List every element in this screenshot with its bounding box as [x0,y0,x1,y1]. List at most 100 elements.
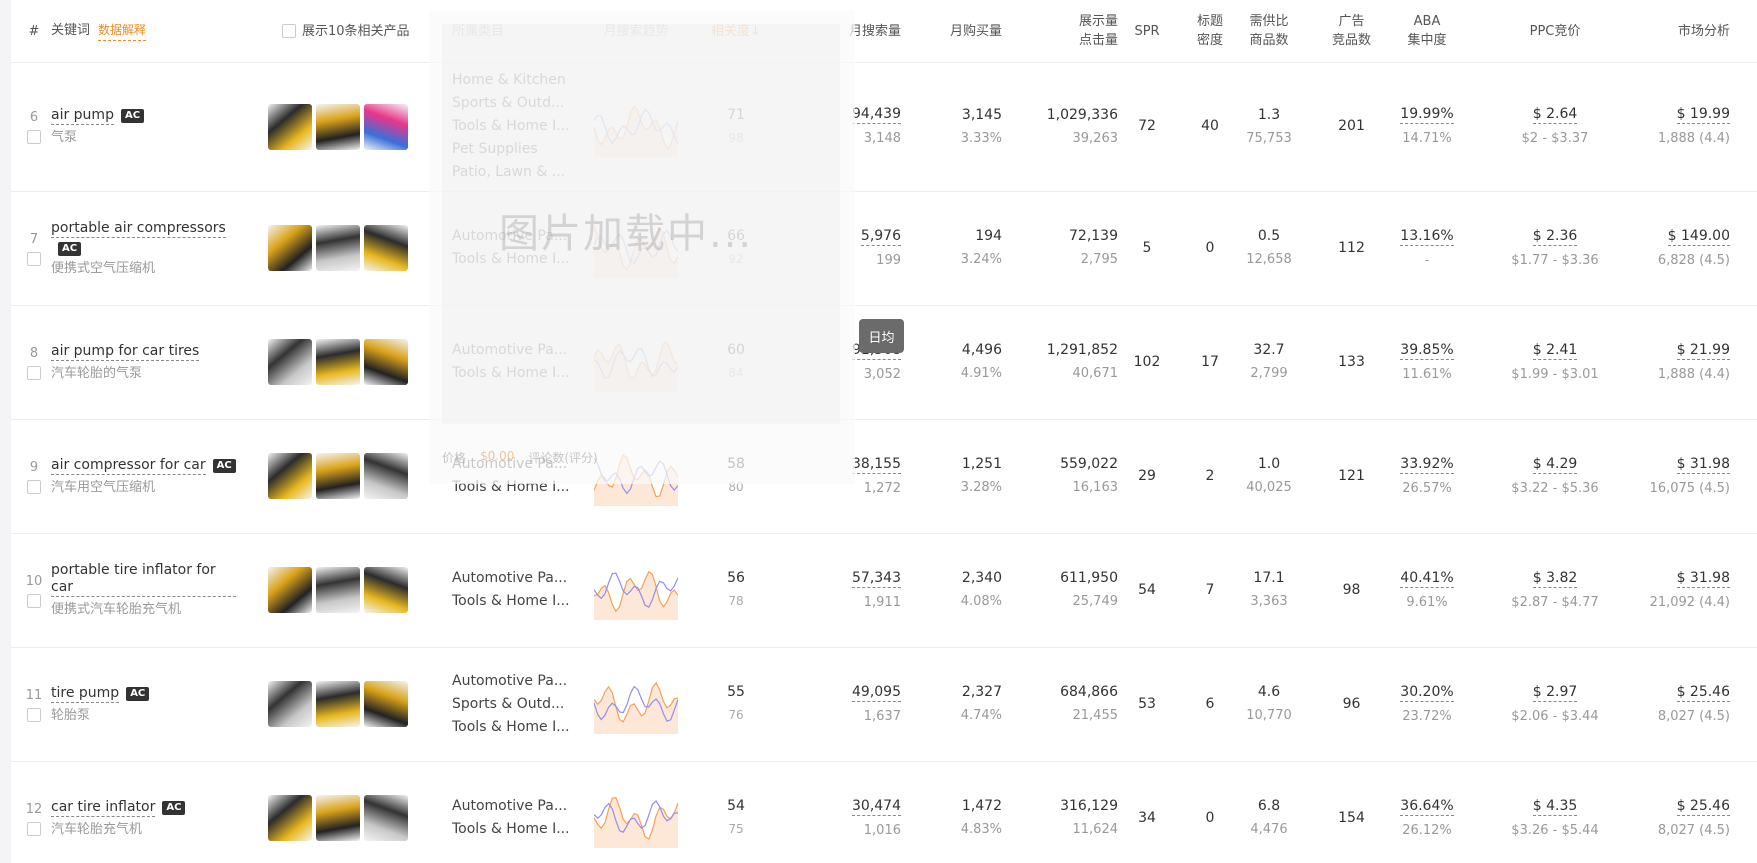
row-checkbox[interactable] [27,130,41,144]
product-image[interactable] [268,567,312,613]
row-checkbox[interactable] [27,821,41,836]
keyword[interactable]: air compressor for car [51,456,206,475]
monthly-purchase: 1,472 [961,798,1002,814]
relevance-sub: 75 [728,822,744,836]
aba-concentration: 39.85% [1400,341,1454,360]
cell: 49,095 1,637 [811,647,901,761]
cell: 121 [1314,419,1389,533]
cell: 4,496 4.91% [911,305,1002,419]
product-image[interactable] [268,453,312,499]
ad-competitors: 96 [1342,695,1361,712]
spr-header: SPR [1134,23,1160,39]
monthly-search-sub: 1,272 [863,480,901,496]
row-checkbox[interactable] [27,251,41,266]
product-images [268,567,412,613]
impressions-sub: 25,749 [1072,594,1119,609]
cell [268,647,428,761]
monthly-purchase-sub: 4.91% [960,366,1002,381]
row-checkbox[interactable] [27,479,41,494]
show-products-label: 展示10条相关产品 [302,23,410,39]
ppc-bid-sub: $3.26 - $5.44 [1511,822,1599,838]
product-image[interactable] [268,225,312,271]
product-images [268,103,412,150]
product-image[interactable] [364,795,408,841]
monthly-purchase-sub: 3.28% [960,480,1002,495]
row-checkbox[interactable] [27,707,41,722]
keyword[interactable]: portable tire inflator for car [51,562,236,597]
ad-competitors: 201 [1338,118,1365,134]
product-image[interactable] [316,453,360,499]
cell: $ 3.82 $2.87 - $4.77 [1480,533,1630,647]
cell: 684,866 21,455 [1011,647,1118,761]
monthly-search-sub: 3,148 [863,131,901,146]
keyword[interactable]: air pump [51,107,114,125]
keyword[interactable]: portable air compressors [51,219,226,238]
monthly-purchase-sub: 4.74% [960,708,1002,723]
monthly-search-sub: 1,637 [863,708,901,724]
cell: SPR [1122,0,1172,62]
review-label: 评论数(评分) [528,451,598,465]
market-price-sub: 21,092 (4.4) [1649,594,1730,610]
cell: 需供比 商品数 [1229,0,1309,62]
product-image[interactable] [364,567,408,613]
keyword[interactable]: car tire inflator [51,798,156,817]
product-image[interactable] [268,103,312,150]
product-image[interactable] [364,453,408,499]
ppc-bid: $ 4.35 [1532,797,1578,816]
translation: 汽车轮胎充气机 [51,821,143,837]
product-images [268,225,412,271]
product-image[interactable] [364,339,408,385]
cell: 12 [21,761,47,863]
ratio-header: 需供比 [1249,14,1289,29]
cell: 1,251 3.28% [911,419,1002,533]
product-image[interactable] [268,339,312,385]
keyword[interactable]: tire pump [51,684,120,703]
row-checkbox[interactable] [27,365,41,380]
product-image[interactable] [316,567,360,613]
product-image[interactable] [316,681,360,727]
show-products-checkbox[interactable] [282,24,296,38]
row-index: 12 [25,801,43,817]
demand-supply-ratio: 4.6 [1257,684,1281,700]
product-images [268,795,412,841]
cell: 39.85% 11.61% [1384,305,1470,419]
tooltip: 日均 [859,319,904,353]
monthly-purchase: 3,145 [961,106,1002,123]
product-image[interactable] [364,103,408,150]
cell: 559,022 16,163 [1011,419,1118,533]
row-index: 10 [25,573,43,589]
category: Automotive Pa... [452,570,568,586]
cell: 6 [1185,647,1235,761]
relevance-sub: 78 [728,594,744,608]
cell: 1,291,852 40,671 [1011,305,1118,419]
product-image[interactable] [364,225,408,271]
monthly-purchase: 1,251 [961,456,1002,472]
data-explain-link[interactable]: 数据解释 [98,21,147,41]
product-image[interactable] [316,103,360,150]
product-image[interactable] [268,795,312,841]
monthly-search: 5,976 [860,227,901,246]
product-image[interactable] [316,339,360,385]
row-checkbox[interactable] [27,593,41,608]
aba-concentration-sub: 9.61% [1406,594,1448,610]
demand-supply-ratio: 17.1 [1253,570,1285,586]
product-image[interactable] [268,681,312,727]
cell [591,647,681,761]
product-image[interactable] [364,681,408,727]
search-header: 月搜索量 [848,23,901,39]
market-price: $ 31.98 [1676,455,1730,474]
cell: 2 [1185,419,1235,533]
keyword[interactable]: air pump for car tires [51,342,200,361]
trend-line-2 [594,572,678,609]
cell: 30,474 1,016 [811,761,901,863]
ppc-bid-sub: $1.99 - $3.01 [1511,366,1599,382]
cell: $ 4.35 $3.26 - $5.44 [1480,761,1630,863]
cell: 133 [1314,305,1389,419]
cell: 7 [21,191,47,305]
product-image[interactable] [316,225,360,271]
product-image[interactable] [316,795,360,841]
ad-competitors: 98 [1342,581,1361,598]
aba-concentration-sub: 14.71% [1402,131,1452,146]
cell: 55 76 [701,647,771,761]
